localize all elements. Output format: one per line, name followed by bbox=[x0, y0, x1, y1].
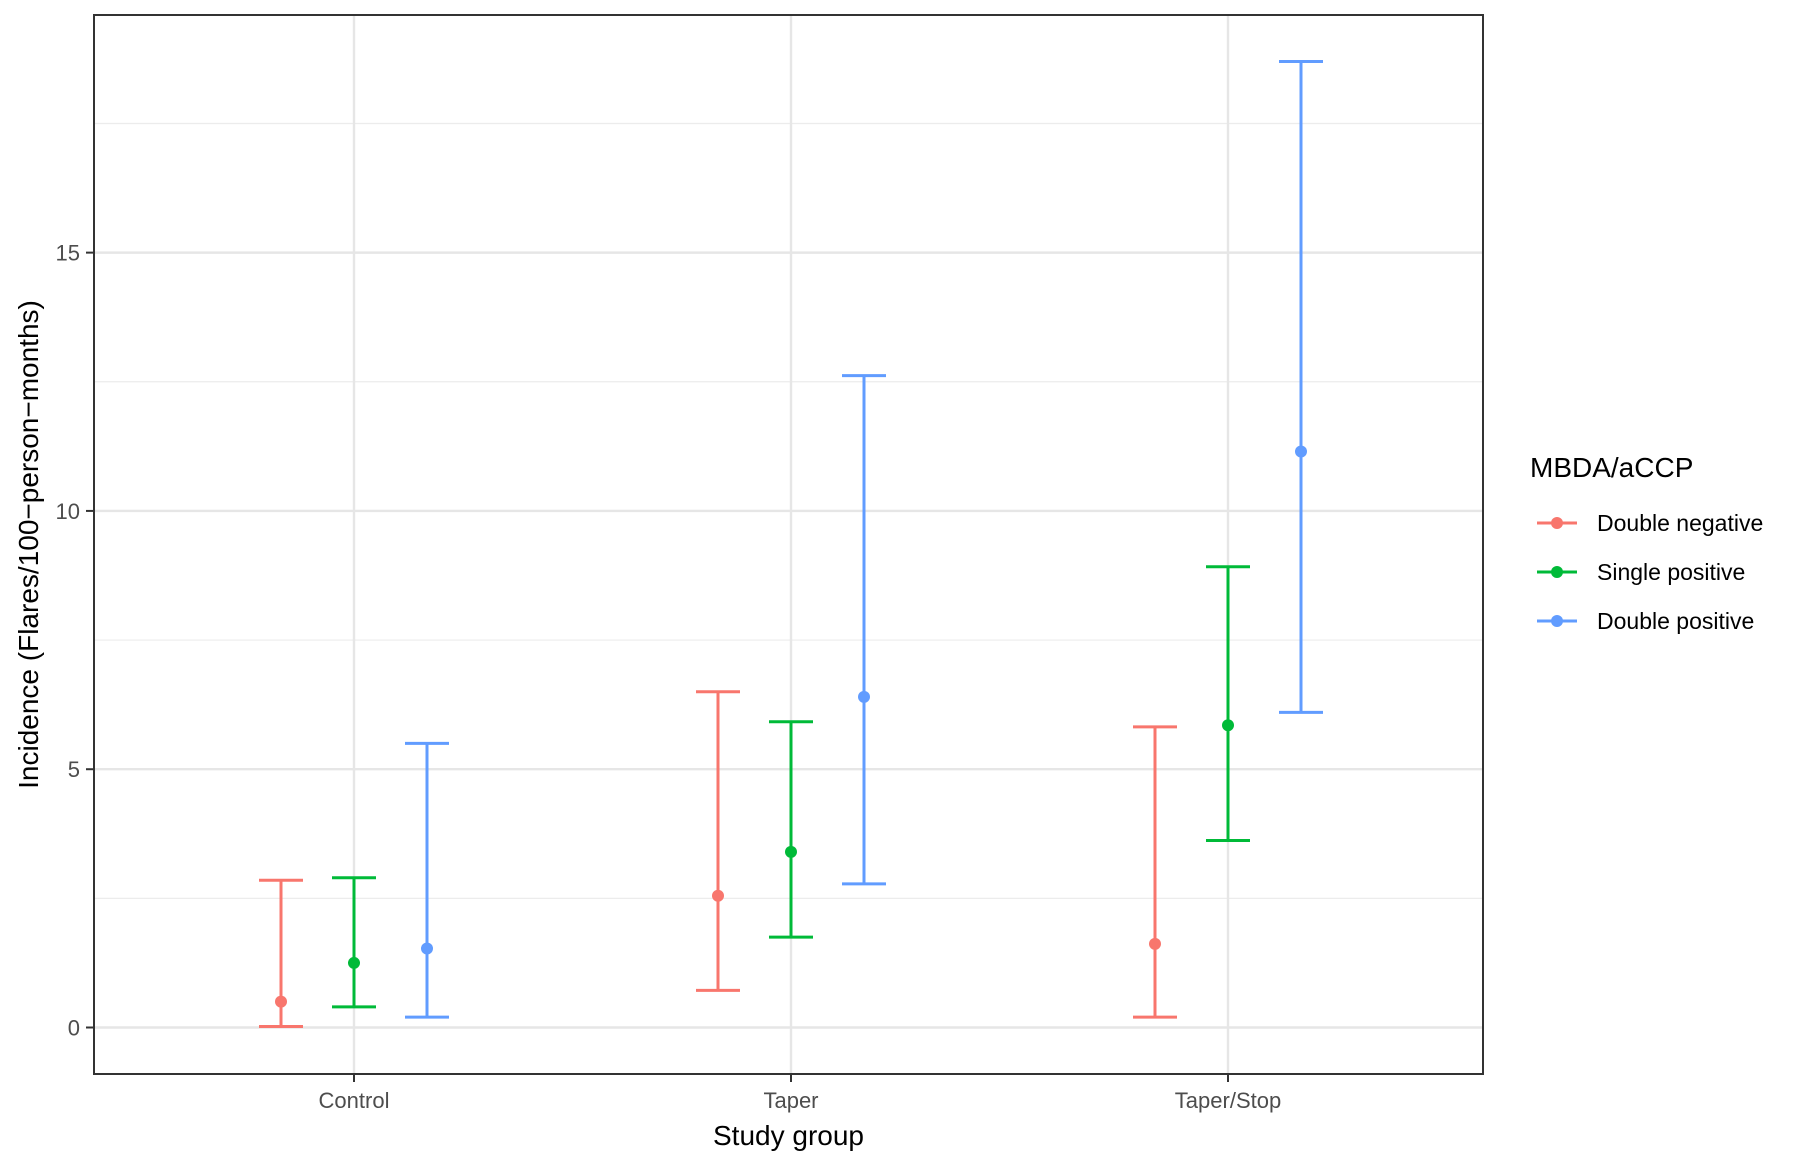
estimate-point bbox=[1222, 719, 1234, 732]
legend-key-point bbox=[1551, 566, 1563, 578]
x-tick-label: Taper bbox=[763, 1088, 818, 1113]
y-tick-label: 10 bbox=[56, 499, 80, 524]
series-single-positive bbox=[332, 565, 1250, 1009]
x-axis-title: Study group bbox=[713, 1120, 864, 1151]
legend-label: Double negative bbox=[1597, 510, 1763, 536]
estimate-point bbox=[1295, 445, 1307, 458]
y-axis-title: Incidence (Flares/100−person−months) bbox=[13, 300, 44, 789]
estimate-point bbox=[275, 995, 287, 1008]
estimate-point bbox=[348, 956, 360, 969]
legend-key-point bbox=[1551, 615, 1563, 627]
legend-item: Double positive bbox=[1537, 608, 1754, 634]
legend-key-point bbox=[1551, 517, 1563, 529]
legend: MBDA/aCCP Double negative Single positive… bbox=[1530, 452, 1763, 634]
y-tick-label: 5 bbox=[68, 757, 80, 782]
legend-title: MBDA/aCCP bbox=[1530, 452, 1693, 483]
estimate-point bbox=[421, 942, 433, 955]
legend-items: Double negative Single positive Double pos… bbox=[1537, 510, 1763, 634]
x-tick-label: Taper/Stop bbox=[1175, 1088, 1281, 1113]
estimate-point bbox=[712, 889, 724, 902]
y-tick-label: 0 bbox=[68, 1016, 80, 1041]
legend-item: Double negative bbox=[1537, 510, 1763, 536]
series-layer bbox=[259, 59, 1323, 1028]
estimate-point bbox=[785, 845, 797, 858]
x-tick-label: Control bbox=[319, 1088, 390, 1113]
legend-label: Single positive bbox=[1597, 559, 1745, 585]
panel-border bbox=[93, 14, 1484, 1075]
series-double-negative bbox=[259, 690, 1177, 1028]
legend-item: Single positive bbox=[1537, 559, 1745, 585]
series-double-positive bbox=[405, 59, 1323, 1019]
legend-label: Double positive bbox=[1597, 608, 1754, 634]
axes-layer: 0 5 10 15 Control Taper Taper/Stop bbox=[56, 241, 1282, 1113]
estimate-point bbox=[858, 690, 870, 703]
estimate-point bbox=[1149, 937, 1161, 950]
y-tick-label: 15 bbox=[56, 241, 80, 266]
